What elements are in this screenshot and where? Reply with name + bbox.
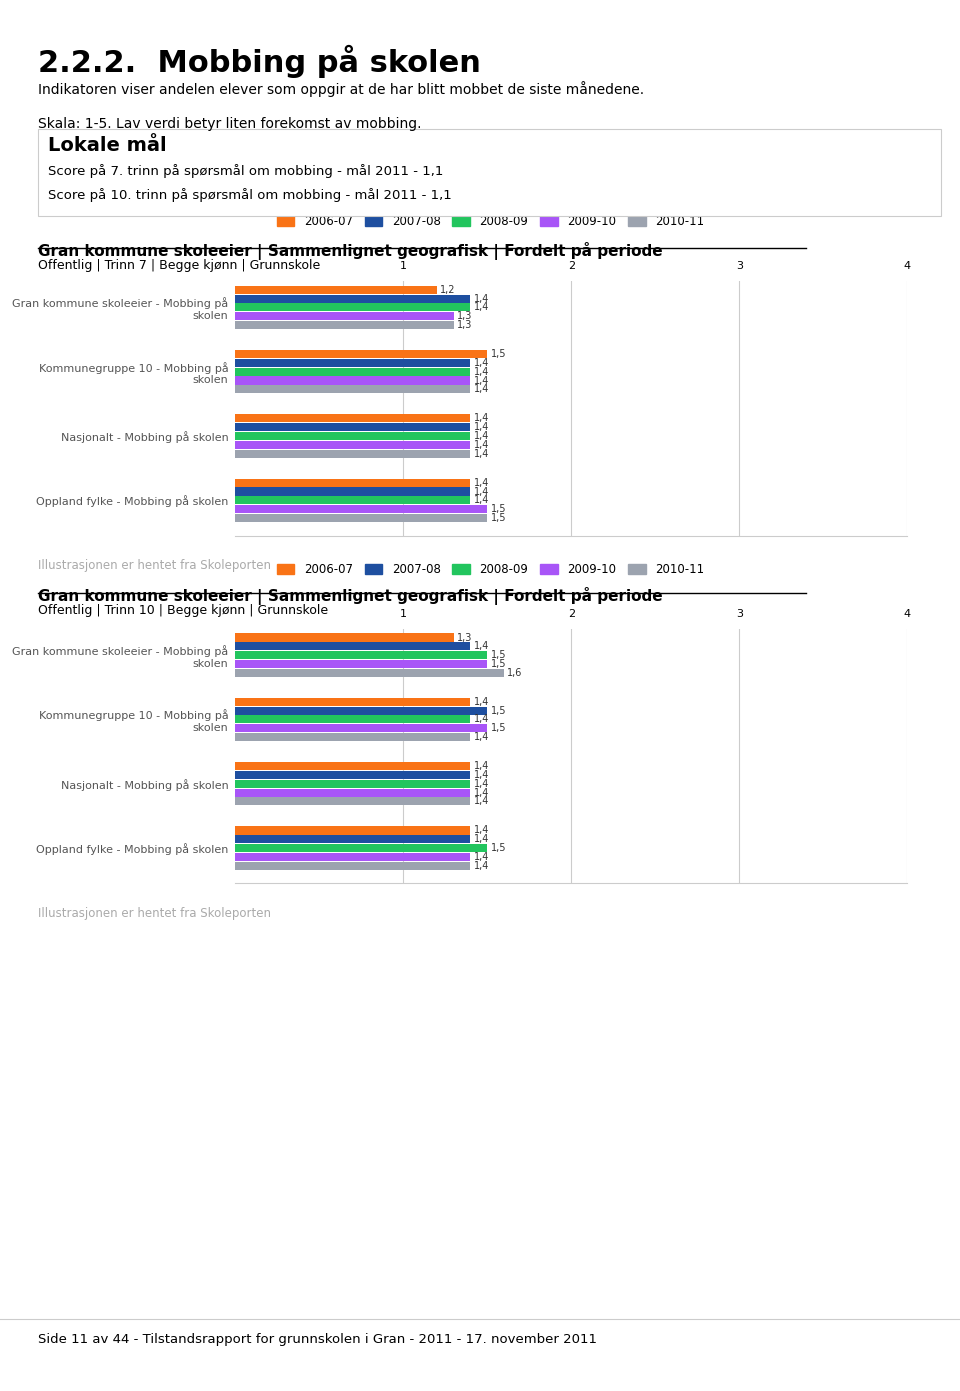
Text: 1,4: 1,4 (474, 413, 490, 423)
Bar (235, 303, 470, 312)
Text: Offentlig | Trinn 7 | Begge kjønn | Grunnskole: Offentlig | Trinn 7 | Begge kjønn | Grun… (38, 259, 321, 271)
Text: Gran kommune skoleeier | Sammenlignet geografisk | Fordelt på periode: Gran kommune skoleeier | Sammenlignet ge… (38, 242, 663, 260)
Bar (235, 698, 470, 705)
Bar (235, 367, 470, 376)
Text: 1,3: 1,3 (457, 633, 472, 643)
Text: Score på 10. trinn på spørsmål om mobbing - mål 2011 - 1,1: Score på 10. trinn på spørsmål om mobbin… (48, 188, 452, 202)
Bar (235, 797, 470, 805)
Bar (235, 826, 470, 835)
Text: Skala: 1-5. Lav verdi betyr liten forekomst av mobbing.: Skala: 1-5. Lav verdi betyr liten foreko… (38, 117, 421, 131)
Bar (235, 487, 470, 495)
Bar (235, 853, 470, 861)
Bar (235, 351, 487, 357)
Legend: 2006-07, 2007-08, 2008-09, 2009-10, 2010-11: 2006-07, 2007-08, 2008-09, 2009-10, 2010… (272, 210, 709, 232)
Bar (235, 733, 470, 741)
Text: 1,5: 1,5 (491, 659, 506, 669)
Bar (235, 479, 470, 487)
Text: 1,4: 1,4 (474, 302, 490, 313)
Bar (235, 725, 487, 732)
Bar (235, 633, 454, 641)
Text: 1,4: 1,4 (474, 641, 490, 651)
Bar (235, 415, 470, 423)
Text: 1,5: 1,5 (491, 705, 506, 715)
Text: 1,5: 1,5 (491, 843, 506, 853)
Bar (235, 385, 470, 394)
Text: 1,4: 1,4 (474, 294, 490, 303)
Text: Offentlig | Trinn 10 | Begge kjønn | Grunnskole: Offentlig | Trinn 10 | Begge kjønn | Gru… (38, 604, 328, 616)
Text: 1,5: 1,5 (491, 349, 506, 359)
Text: 1,4: 1,4 (474, 449, 490, 459)
Bar (235, 312, 454, 320)
Bar (235, 433, 470, 440)
Text: 1,4: 1,4 (474, 384, 490, 394)
Text: 1,4: 1,4 (474, 715, 490, 725)
Text: 1,4: 1,4 (474, 431, 490, 441)
Bar (235, 707, 487, 715)
Bar (235, 651, 487, 659)
Text: 1,5: 1,5 (491, 513, 506, 523)
Text: Illustrasjonen er hentet fra Skoleporten: Illustrasjonen er hentet fra Skoleporten (38, 907, 272, 919)
Text: 1,5: 1,5 (491, 723, 506, 733)
Legend: 2006-07, 2007-08, 2008-09, 2009-10, 2010-11: 2006-07, 2007-08, 2008-09, 2009-10, 2010… (272, 558, 709, 580)
Text: 1,4: 1,4 (474, 851, 490, 862)
Bar (235, 643, 470, 651)
Text: 1,6: 1,6 (507, 668, 523, 677)
Text: 1,4: 1,4 (474, 732, 490, 741)
Bar (235, 497, 470, 505)
Text: 1,4: 1,4 (474, 835, 490, 844)
Text: Illustrasjonen er hentet fra Skoleporten: Illustrasjonen er hentet fra Skoleporten (38, 559, 272, 572)
Bar (235, 295, 470, 303)
Bar (235, 285, 437, 294)
Text: 1,3: 1,3 (457, 312, 472, 321)
Text: 1,4: 1,4 (474, 797, 490, 807)
Bar (235, 669, 504, 677)
Text: 2.2.2.  Mobbing på skolen: 2.2.2. Mobbing på skolen (38, 45, 481, 78)
Bar (235, 377, 470, 384)
Bar (235, 715, 470, 723)
Text: 1,4: 1,4 (474, 477, 490, 488)
Text: Lokale mål: Lokale mål (48, 136, 167, 156)
Text: 1,4: 1,4 (474, 761, 490, 771)
Bar (235, 513, 487, 522)
Text: 1,3: 1,3 (457, 320, 472, 330)
Text: 1,4: 1,4 (474, 861, 490, 871)
Bar (235, 505, 487, 513)
Text: 1,4: 1,4 (474, 357, 490, 367)
Bar (235, 449, 470, 458)
Text: Score på 7. trinn på spørsmål om mobbing - mål 2011 - 1,1: Score på 7. trinn på spørsmål om mobbing… (48, 164, 444, 178)
Text: 1,4: 1,4 (474, 779, 490, 789)
Text: Indikatoren viser andelen elever som oppgir at de har blitt mobbet de siste måne: Indikatoren viser andelen elever som opp… (38, 81, 644, 96)
Text: 1,5: 1,5 (491, 504, 506, 515)
Bar (235, 659, 487, 668)
Text: 1,4: 1,4 (474, 487, 490, 497)
Bar (235, 359, 470, 367)
Bar (235, 844, 487, 853)
Bar (235, 321, 454, 330)
Bar (235, 835, 470, 843)
Text: 1,4: 1,4 (474, 440, 490, 449)
Text: 1,4: 1,4 (474, 825, 490, 836)
Text: Side 11 av 44 - Tilstandsrapport for grunnskolen i Gran - 2011 - 17. november 20: Side 11 av 44 - Tilstandsrapport for gru… (38, 1333, 597, 1345)
Bar (235, 762, 470, 771)
Text: 1,4: 1,4 (474, 376, 490, 385)
Bar (235, 780, 470, 787)
Text: 1,4: 1,4 (474, 367, 490, 377)
Bar (235, 423, 470, 431)
Text: 1,4: 1,4 (474, 787, 490, 797)
Text: 1,5: 1,5 (491, 650, 506, 661)
Text: 1,4: 1,4 (474, 771, 490, 780)
Text: 1,2: 1,2 (440, 285, 456, 295)
Text: 1,4: 1,4 (474, 697, 490, 707)
Text: 1,4: 1,4 (474, 423, 490, 433)
Bar (235, 789, 470, 797)
Bar (235, 771, 470, 779)
Bar (235, 861, 470, 869)
Text: 1,4: 1,4 (474, 495, 490, 505)
Text: Gran kommune skoleeier | Sammenlignet geografisk | Fordelt på periode: Gran kommune skoleeier | Sammenlignet ge… (38, 587, 663, 605)
Bar (235, 441, 470, 449)
